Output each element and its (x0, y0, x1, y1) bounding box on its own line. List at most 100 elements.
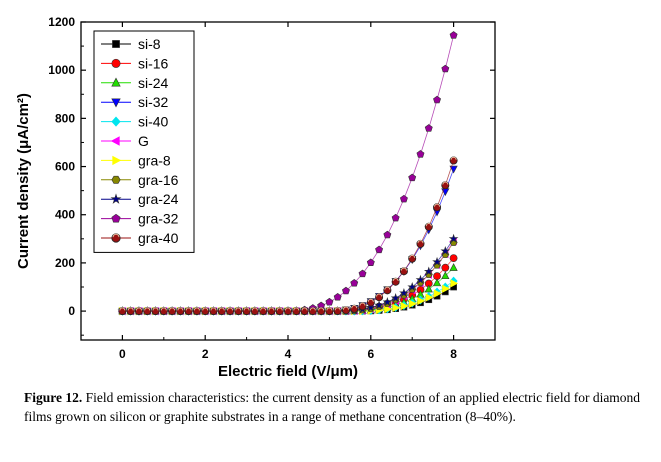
x-tick-label: 6 (367, 347, 374, 361)
legend-marker-gra-16 (111, 175, 121, 184)
legend-label-si-24: si-24 (138, 75, 169, 91)
data-point-gra-40 (242, 307, 251, 316)
data-point-gra-40 (408, 254, 417, 263)
data-point-gra-24 (374, 300, 384, 310)
data-point-gra-40 (176, 307, 185, 316)
data-point-gra-40 (275, 307, 284, 316)
data-point-gra-40 (126, 307, 135, 316)
data-point-gra-40 (308, 307, 317, 316)
y-tick-label: 600 (55, 160, 75, 174)
x-tick-label: 4 (285, 347, 292, 361)
chart: 0 2 4 6 8 0 200 400 600 800 1000 1200 Electric field… (15, 15, 496, 380)
legend-marker-si-40 (111, 116, 121, 127)
data-point-gra-24 (399, 287, 409, 298)
legend-label-si-32: si-32 (138, 94, 169, 110)
data-point-gra-40 (267, 307, 276, 316)
data-point-gra-32 (424, 124, 433, 132)
legend-marker-g (110, 136, 120, 146)
legend-label-si-8: si-8 (138, 36, 161, 52)
legend-marker-gra-8 (112, 155, 122, 166)
data-point-gra-8 (384, 305, 392, 314)
data-point-gra-40 (118, 307, 127, 316)
data-point-gra-32 (416, 150, 425, 158)
data-point-gra-8 (400, 301, 409, 311)
data-point-gra-40 (292, 307, 301, 316)
data-point-gra-40 (325, 307, 334, 316)
data-point-gra-40 (341, 306, 350, 315)
data-point-gra-40 (424, 222, 433, 231)
data-point-gra-40 (283, 307, 292, 316)
legend-label-gra-40: gra-40 (138, 230, 179, 246)
data-point-gra-32 (408, 173, 417, 182)
y-axis-label: Current density (μA/cm²) (15, 93, 32, 269)
x-tick-label: 2 (202, 347, 209, 361)
data-point-gra-32 (375, 245, 384, 254)
series-gra-40 (118, 156, 458, 316)
data-point-gra-40 (201, 307, 210, 316)
data-point-gra-40 (143, 307, 152, 316)
data-point-gra-40 (358, 302, 367, 311)
data-point-gra-40 (134, 307, 143, 316)
data-point-gra-40 (159, 307, 168, 316)
data-point-gra-40 (209, 307, 218, 316)
data-point-gra-40 (192, 307, 201, 316)
legend-label-gra-32: gra-32 (138, 211, 179, 227)
data-point-gra-32 (342, 286, 350, 295)
data-point-gra-8 (433, 289, 442, 298)
data-point-gra-24 (440, 245, 451, 256)
x-axis-label: Electric field (V/μm) (218, 363, 358, 380)
caption-text: Field emission characteristics: the curr… (24, 390, 641, 424)
data-point-gra-40 (383, 286, 392, 295)
data-point-gra-8 (417, 296, 426, 306)
data-point-gra-32 (358, 269, 367, 278)
data-point-gra-32 (441, 64, 450, 73)
data-point-si-32 (449, 165, 458, 174)
legend-label-gra-8: gra-8 (138, 152, 171, 168)
data-point-gra-32 (399, 194, 408, 203)
data-point-gra-40 (300, 307, 309, 316)
data-point-gra-32 (333, 293, 342, 301)
data-point-gra-40 (250, 307, 259, 316)
data-point-gra-32 (350, 278, 359, 287)
legend-marker-si-8 (112, 40, 120, 48)
data-point-gra-40 (317, 307, 326, 316)
legend-label-si-16: si-16 (138, 55, 169, 71)
data-point-gra-32 (449, 31, 458, 39)
data-point-si-24 (441, 271, 450, 280)
x-tick-label: 0 (119, 347, 126, 361)
data-point-gra-24 (382, 297, 393, 307)
data-point-gra-32 (391, 213, 400, 222)
y-tick-label: 800 (55, 111, 75, 125)
legend-label-g: G (138, 133, 149, 149)
data-point-gra-40 (441, 181, 450, 190)
data-point-si-16 (441, 263, 450, 272)
data-point-gra-32 (366, 258, 375, 267)
data-point-gra-40 (217, 307, 226, 316)
data-point-gra-8 (409, 299, 417, 308)
data-point-gra-24 (365, 302, 376, 312)
x-tick-label: 8 (450, 347, 457, 361)
legend-marker-si-32 (111, 98, 121, 108)
legend-marker-si-16 (111, 58, 121, 68)
data-point-gra-32 (383, 230, 392, 239)
legend-marker-gra-32 (111, 213, 121, 223)
legend-label-gra-24: gra-24 (138, 191, 179, 207)
data-point-gra-40 (449, 156, 458, 165)
legend-marker-si-24 (111, 77, 121, 87)
figure-caption: Figure 12. Field emission characteristic… (24, 388, 644, 426)
legend-marker-gra-40 (111, 233, 121, 243)
data-point-gra-40 (399, 267, 408, 276)
data-point-gra-24 (390, 293, 401, 303)
y-tick-label: 1200 (48, 15, 75, 29)
data-point-si-24 (449, 263, 458, 271)
legend-box (93, 30, 195, 253)
data-point-gra-40 (433, 203, 442, 212)
data-point-si-24 (432, 278, 442, 287)
y-tick-label: 0 (68, 304, 75, 318)
data-point-gra-40 (350, 304, 359, 313)
data-point-gra-24 (407, 281, 418, 292)
data-point-gra-40 (184, 307, 193, 316)
data-point-gra-40 (333, 306, 342, 315)
y-tick-label: 200 (55, 256, 75, 270)
legend-label-gra-16: gra-16 (138, 172, 179, 188)
